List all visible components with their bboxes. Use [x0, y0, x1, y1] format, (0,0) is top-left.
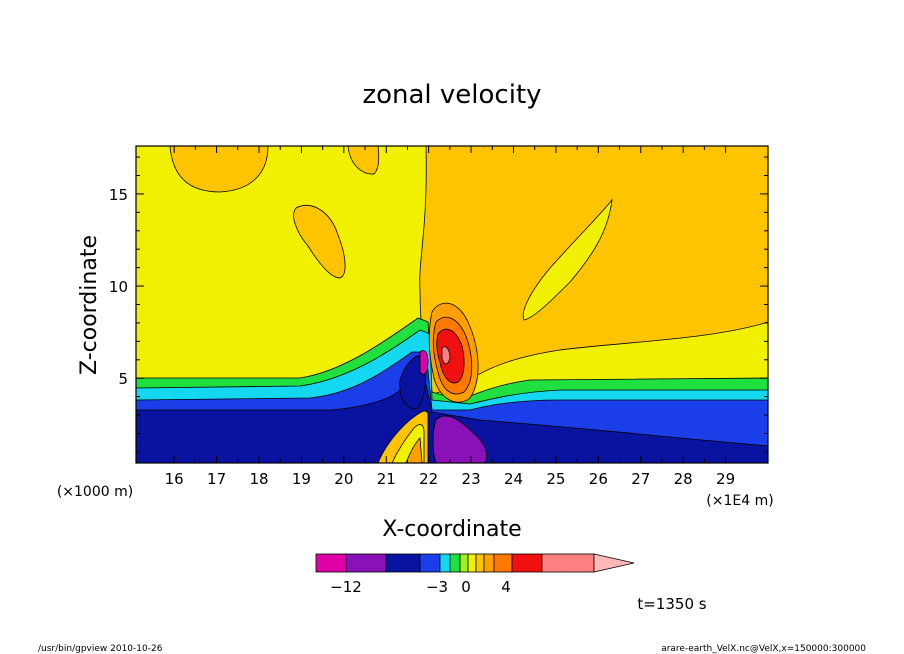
- colorbar-segment: [449, 553, 461, 573]
- x-tick-label: 28: [674, 470, 693, 488]
- x-tick-label: 21: [377, 470, 396, 488]
- contour-mid-left: [293, 204, 346, 279]
- y-axis-ticks: 5 10 15: [109, 156, 768, 453]
- y-tick-label: 15: [109, 186, 128, 204]
- contour-purple-core: [432, 415, 488, 463]
- colorbar-label: 0: [461, 578, 471, 596]
- x-tick-label: 16: [165, 470, 184, 488]
- colorbar-segment: [475, 553, 485, 573]
- colorbar-arrow: [593, 553, 635, 573]
- x-axis-ticks: 16 17 18 19 20 21 22 23 24 25 26 27 28 29: [165, 146, 735, 488]
- x-tick-label: 19: [292, 470, 311, 488]
- x-unit-right: (×1E4 m): [706, 493, 773, 509]
- colorbar-segment: [315, 553, 347, 573]
- colorbar-label: −3: [426, 578, 448, 596]
- x-tick-label: 26: [589, 470, 608, 488]
- y-tick-label: 5: [118, 370, 128, 388]
- colorbar-segment: [385, 553, 421, 573]
- x-tick-label: 29: [716, 470, 735, 488]
- colorbar: [315, 553, 635, 573]
- x-tick-label: 17: [207, 470, 226, 488]
- x-axis-label: X-coordinate: [382, 517, 521, 542]
- colorbar-segment: [345, 553, 387, 573]
- x-unit-left: (×1000 m): [57, 484, 133, 500]
- x-tick-label: 27: [631, 470, 650, 488]
- x-tick-label: 25: [546, 470, 565, 488]
- colorbar-segment: [541, 553, 595, 573]
- colorbar-segment: [419, 553, 441, 573]
- colorbar-segment: [439, 553, 451, 573]
- x-tick-label: 20: [334, 470, 353, 488]
- colorbar-segment: [483, 553, 495, 573]
- colorbar-label: 4: [501, 578, 511, 596]
- chart-title: zonal velocity: [362, 80, 541, 110]
- contour-pos-core: [436, 328, 465, 384]
- contour-pos-peak: [441, 346, 451, 365]
- x-tick-label: 22: [419, 470, 438, 488]
- x-tick-label: 23: [462, 470, 481, 488]
- colorbar-segment: [459, 553, 469, 573]
- time-label: t=1350 s: [637, 595, 706, 613]
- contour-darkblue-lobe: [399, 354, 427, 410]
- footer-left: /usr/bin/gpview 2010-10-26: [38, 644, 163, 654]
- colorbar-label: −12: [330, 578, 362, 596]
- footer-right: arare-earth_VelX.nc@VelX,x=150000:300000: [661, 644, 866, 654]
- y-axis-label: Z-coordinate: [77, 235, 102, 375]
- contour-top-left: [169, 146, 269, 193]
- y-tick-label: 10: [109, 278, 128, 296]
- x-tick-label: 24: [504, 470, 523, 488]
- contour-yellow-tongue: [522, 198, 613, 321]
- contour-field: [136, 146, 768, 463]
- colorbar-labels: −12 −3 0 4: [330, 578, 511, 596]
- x-tick-label: 18: [249, 470, 268, 488]
- colorbar-segment: [493, 553, 513, 573]
- contour-top-center: [347, 146, 380, 175]
- colorbar-segment: [467, 553, 477, 573]
- contour-magenta-sliver: [419, 350, 429, 375]
- contour-lower-orange: [405, 437, 423, 463]
- colorbar-segment: [511, 553, 543, 573]
